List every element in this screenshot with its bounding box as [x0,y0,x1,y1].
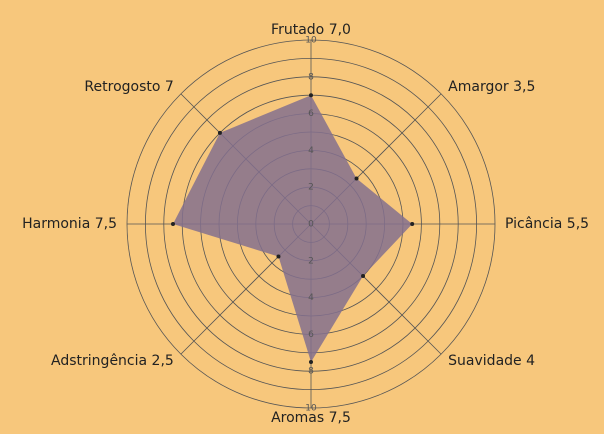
category-label: Frutado [271,22,324,38]
category-label: Retrogosto [84,79,160,95]
axis-label: Adstringência 2,5 [51,353,174,369]
data-point [309,93,313,98]
r-tick-label: 0 [308,220,314,230]
category-label: Adstringência [51,353,147,369]
category-label: Amargor [448,79,509,95]
category-label: Picância [505,216,562,232]
axis-label: Aromas 7,5 [271,410,351,426]
r-tick-label: 6 [308,330,314,340]
category-label: Harmonia [22,216,90,232]
value-label: 7 [165,79,174,95]
r-tick-label: 2 [308,256,314,266]
r-tick-label: 8 [308,367,314,377]
axis-label: Picância 5,5 [505,216,589,232]
value-label: 4 [526,353,535,369]
value-label: 7,5 [329,410,351,426]
data-point [361,274,366,279]
r-tick-label: 2 [308,183,314,193]
r-tick-label: 4 [308,146,314,156]
data-point [276,254,281,259]
value-label: 2,5 [152,353,174,369]
data-point [217,130,222,135]
data-point [410,222,415,226]
value-label: 3,5 [513,79,535,95]
axis-label: Amargor 3,5 [448,79,535,95]
data-area [173,95,413,362]
r-tick-label: 4 [308,293,314,303]
r-tick-label: 8 [308,72,314,82]
value-label: 5,5 [567,216,589,232]
category-label: Suavidade [448,353,521,369]
r-tick-label: 10 [305,404,317,414]
r-tick-label: 10 [305,36,317,46]
value-label: 7,5 [95,216,117,232]
r-tick-label: 6 [308,109,314,119]
data-point [309,360,313,364]
axis-label: Frutado 7,0 [271,22,351,38]
axis-label: Suavidade 4 [448,353,535,369]
data-point [171,222,175,226]
data-point [354,176,359,181]
axis-label: Retrogosto 7 [84,79,173,95]
axis-label: Harmonia 7,5 [22,216,117,232]
category-label: Aromas [271,410,324,426]
value-label: 7,0 [329,22,351,38]
